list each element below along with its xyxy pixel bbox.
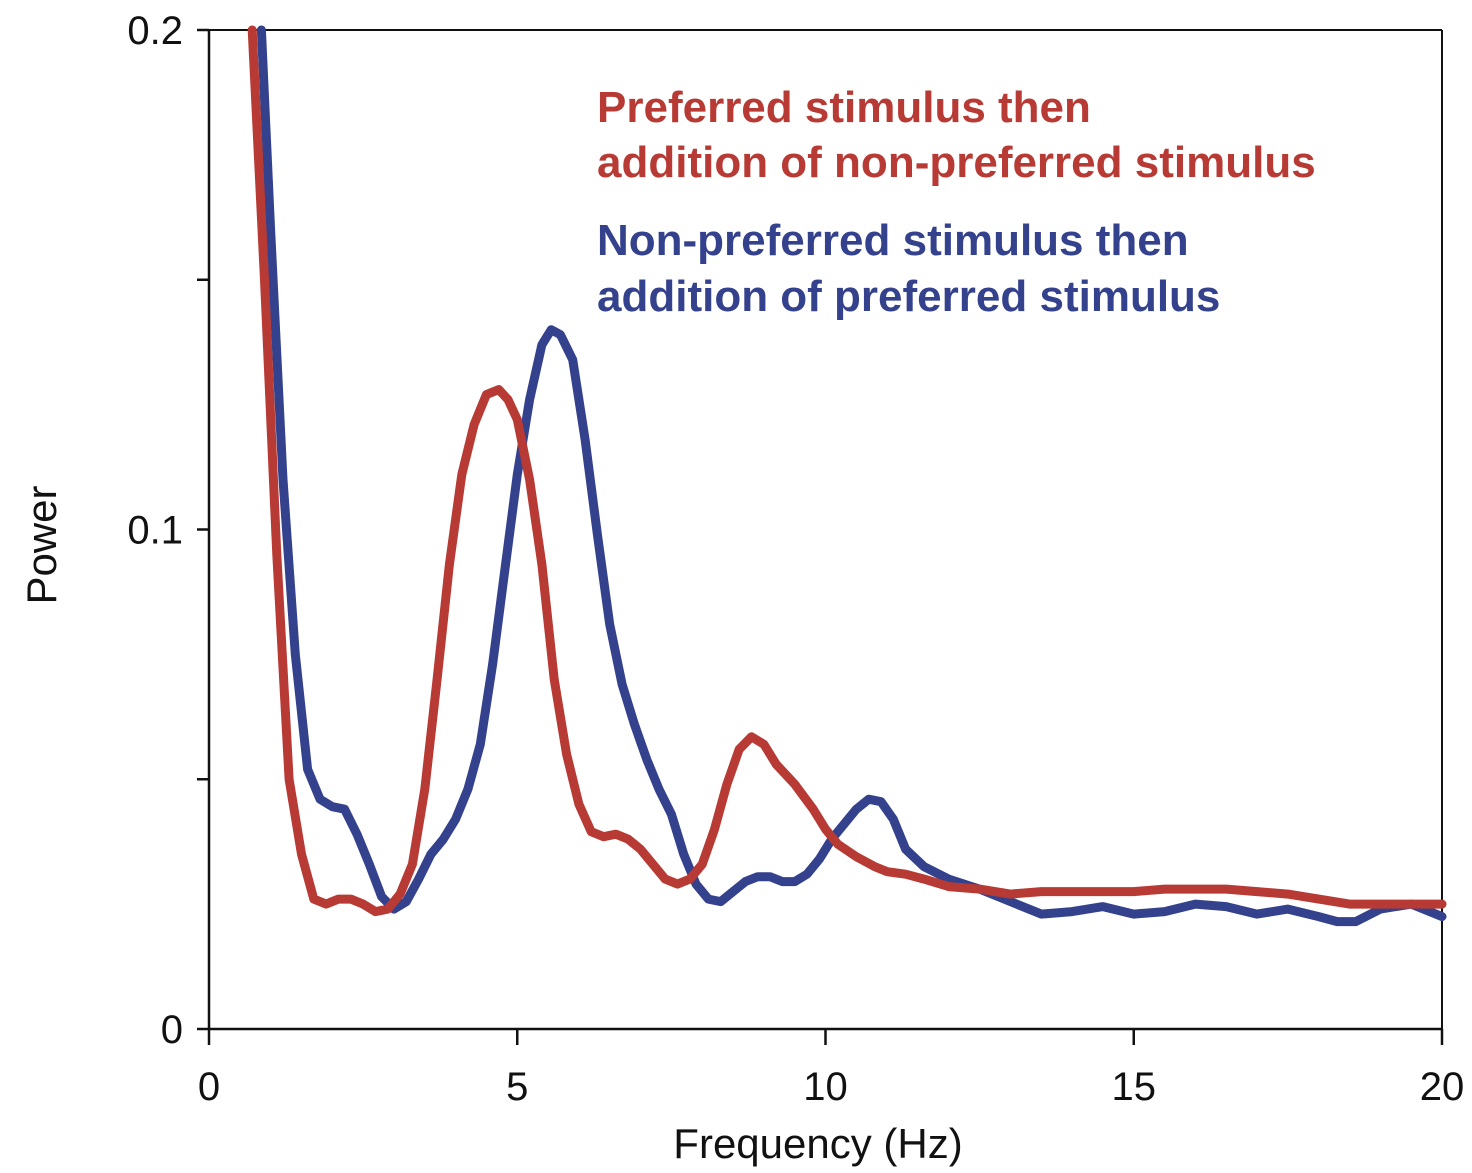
legend-entry-preferred-line-1: Preferred stimulus then xyxy=(597,83,1091,132)
legend-entry-non-preferred-line-1: Non-preferred stimulus then xyxy=(597,216,1189,265)
x-tick-label: 15 xyxy=(1112,1065,1157,1109)
y-tick-label: 0 xyxy=(161,1008,183,1052)
y-tick-label: 0.1 xyxy=(127,509,183,553)
x-tick-label: 5 xyxy=(506,1065,528,1109)
x-tick-label: 10 xyxy=(803,1065,848,1109)
x-tick-label: 20 xyxy=(1420,1065,1465,1109)
series-line-non-preferred xyxy=(256,25,1447,927)
series-line-preferred xyxy=(247,25,1447,917)
x-axis-title: Frequency (Hz) xyxy=(673,1120,962,1167)
y-tick-label: 0.2 xyxy=(127,9,183,53)
legend-entry-preferred-line-2: addition of non-preferred stimulus xyxy=(597,138,1316,187)
y-axis-title: Power xyxy=(18,485,65,604)
x-tick-label: 0 xyxy=(198,1065,220,1109)
legend: Preferred stimulus then addition of non-… xyxy=(597,83,1316,321)
legend-entry-non-preferred-line-2: addition of preferred stimulus xyxy=(597,272,1220,321)
y-axis-ticks: 0 0.1 0.2 xyxy=(127,9,209,1052)
x-axis-ticks: 0 5 10 15 20 xyxy=(198,1029,1464,1109)
series-lines xyxy=(247,25,1447,927)
